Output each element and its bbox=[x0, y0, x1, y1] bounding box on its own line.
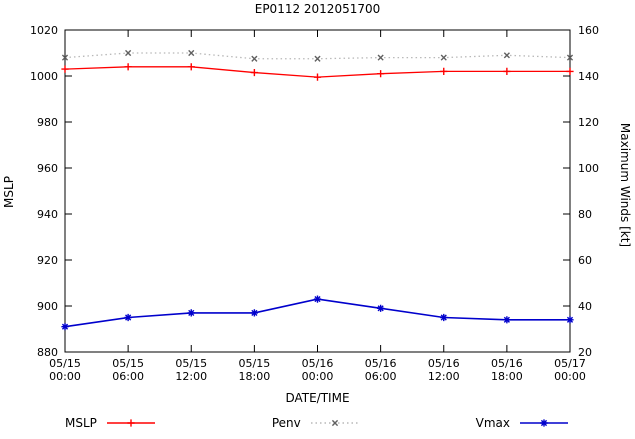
svg-text:1000: 1000 bbox=[30, 70, 58, 83]
legend-sample-penv bbox=[310, 419, 359, 427]
legend-label-vmax: Vmax bbox=[475, 416, 510, 430]
svg-text:00:00: 00:00 bbox=[49, 370, 81, 383]
right-axis-label: Maximum Winds [kt] bbox=[618, 122, 632, 248]
legend-sample-mslp bbox=[106, 419, 155, 427]
svg-text:05/16: 05/16 bbox=[302, 357, 334, 370]
svg-text:06:00: 06:00 bbox=[112, 370, 144, 383]
legend: MSLP Penv Vmax bbox=[65, 416, 570, 430]
legend-item-vmax: Vmax bbox=[476, 416, 570, 430]
svg-text:60: 60 bbox=[578, 254, 592, 267]
penv-series bbox=[61, 49, 574, 62]
svg-text:05/16: 05/16 bbox=[428, 357, 460, 370]
svg-text:1020: 1020 bbox=[30, 24, 58, 37]
legend-label-mslp: MSLP bbox=[65, 416, 97, 430]
svg-text:40: 40 bbox=[578, 300, 592, 313]
svg-text:05/15: 05/15 bbox=[175, 357, 207, 370]
svg-text:20: 20 bbox=[578, 346, 592, 359]
svg-text:880: 880 bbox=[37, 346, 58, 359]
svg-text:05/15: 05/15 bbox=[239, 357, 271, 370]
svg-text:80: 80 bbox=[578, 208, 592, 221]
x-axis-label: DATE/TIME bbox=[285, 391, 350, 405]
svg-text:05/16: 05/16 bbox=[365, 357, 397, 370]
svg-text:980: 980 bbox=[37, 116, 58, 129]
vmax-series bbox=[61, 295, 574, 331]
svg-text:06:00: 06:00 bbox=[365, 370, 397, 383]
svg-text:05/17: 05/17 bbox=[554, 357, 586, 370]
svg-text:18:00: 18:00 bbox=[239, 370, 271, 383]
svg-text:05/15: 05/15 bbox=[49, 357, 81, 370]
svg-text:12:00: 12:00 bbox=[428, 370, 460, 383]
legend-item-mslp: MSLP bbox=[65, 416, 157, 430]
svg-text:900: 900 bbox=[37, 300, 58, 313]
svg-text:120: 120 bbox=[578, 116, 599, 129]
chart-title: EP0112 2012051700 bbox=[254, 2, 381, 16]
svg-text:920: 920 bbox=[37, 254, 58, 267]
svg-text:18:00: 18:00 bbox=[491, 370, 523, 383]
svg-text:160: 160 bbox=[578, 24, 599, 37]
svg-text:05/15: 05/15 bbox=[112, 357, 144, 370]
svg-text:100: 100 bbox=[578, 162, 599, 175]
left-axis-label: MSLP bbox=[2, 176, 16, 208]
svg-text:05/16: 05/16 bbox=[491, 357, 523, 370]
svg-text:00:00: 00:00 bbox=[554, 370, 586, 383]
axes-ticks: 880 900 920 940 960 980 1000 1020 20 40 60 80 100 120… bbox=[30, 24, 599, 383]
svg-text:12:00: 12:00 bbox=[175, 370, 207, 383]
legend-item-penv: Penv bbox=[272, 416, 361, 430]
svg-text:140: 140 bbox=[578, 70, 599, 83]
svg-text:940: 940 bbox=[37, 208, 58, 221]
svg-text:00:00: 00:00 bbox=[302, 370, 334, 383]
legend-label-penv: Penv bbox=[271, 416, 301, 430]
mslp-series bbox=[61, 63, 574, 81]
svg-text:960: 960 bbox=[37, 162, 58, 175]
legend-sample-vmax bbox=[519, 419, 568, 427]
